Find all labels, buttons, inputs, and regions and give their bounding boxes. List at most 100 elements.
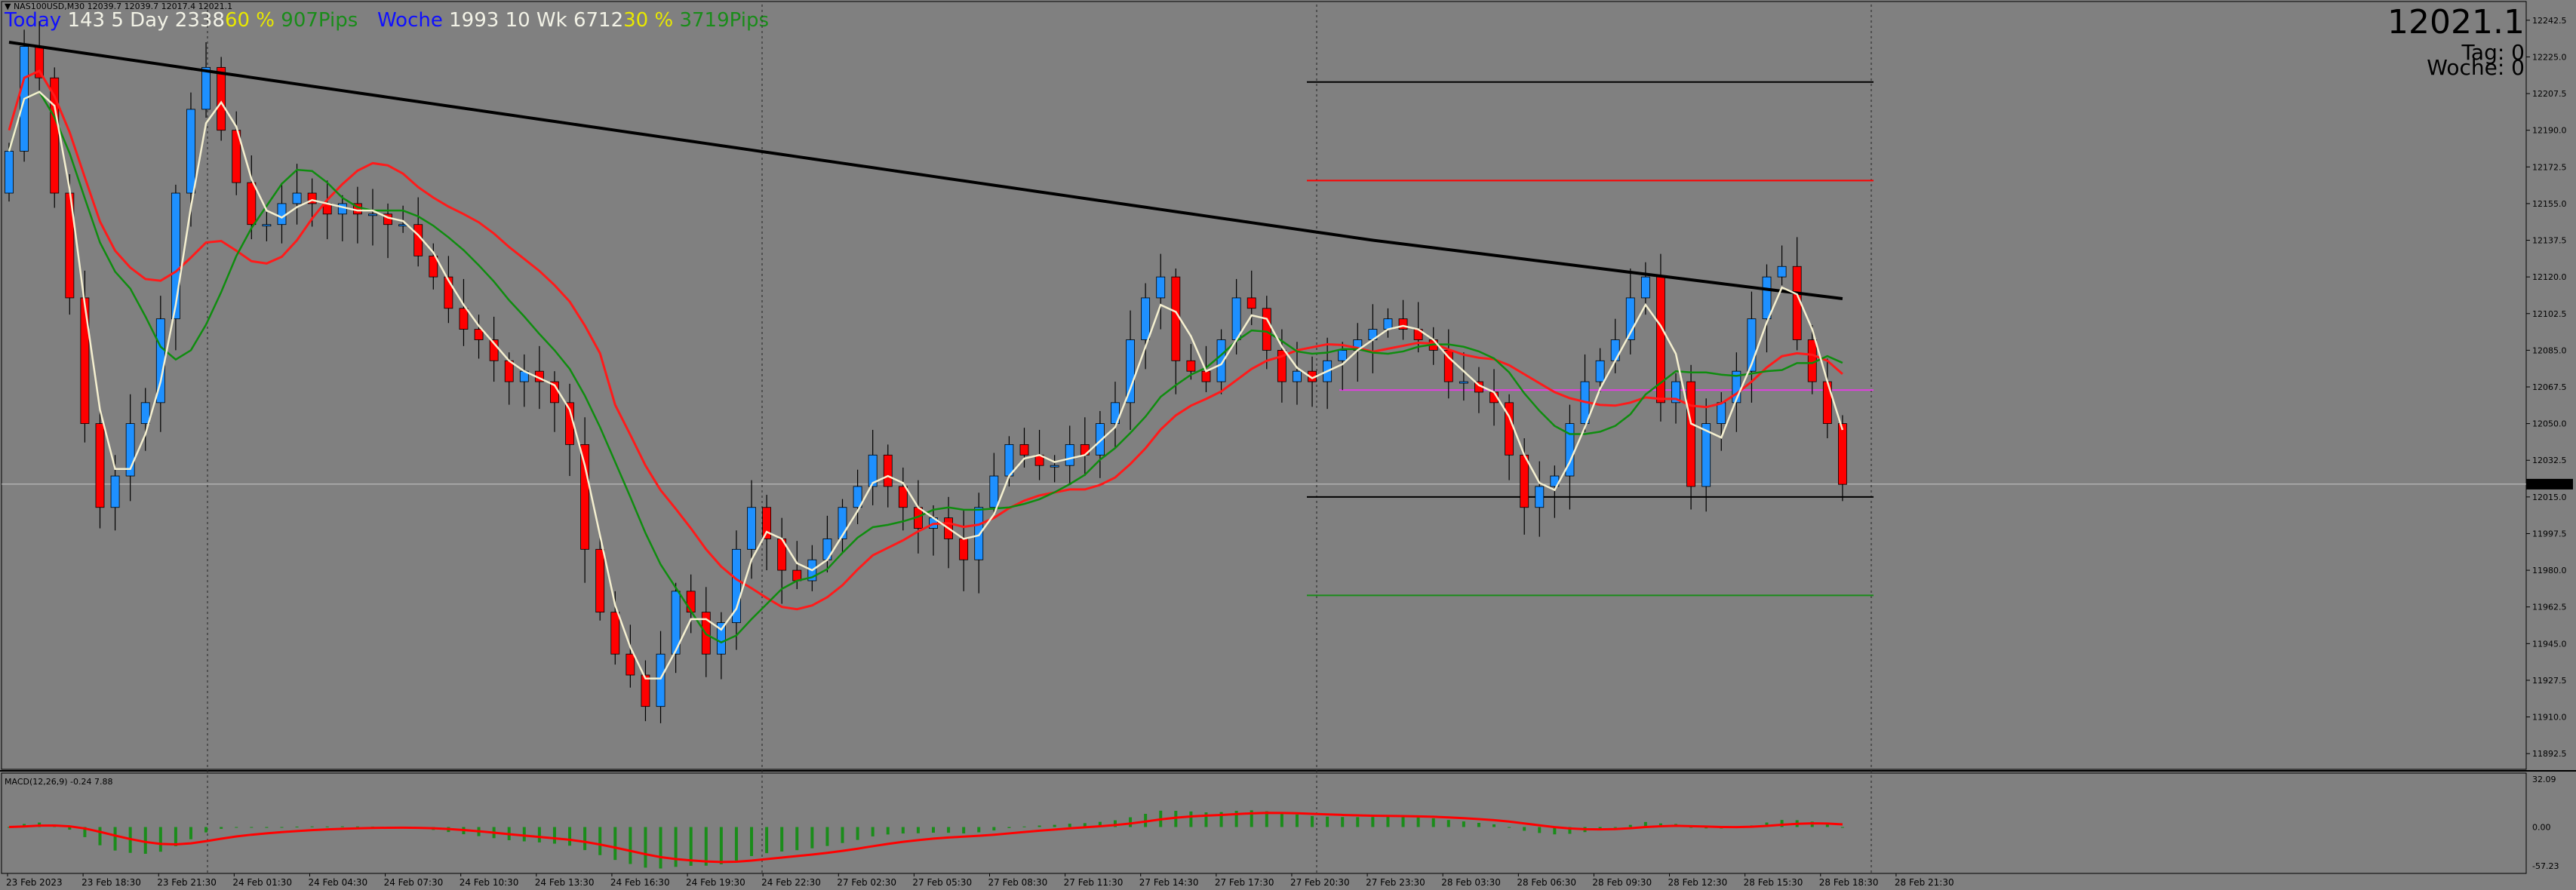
candle-bull (110, 475, 120, 508)
macd-tick-label: -57.23 (2532, 861, 2559, 871)
macd-histogram-bar (1326, 816, 1329, 827)
macd-histogram-bar (1386, 816, 1390, 827)
y-tick-label: 12050.0 (2532, 419, 2567, 429)
macd-histogram-bar (568, 827, 572, 846)
macd-histogram-bar (1643, 821, 1647, 827)
x-tick-label: 28 Feb 18:30 (1819, 877, 1879, 888)
candle-bull (1065, 443, 1074, 466)
symbol-info: ▼ NAS100USD,M30 12039.7 12039.7 12017.4 … (5, 2, 233, 11)
macd-histogram-bar (1477, 822, 1480, 827)
y-tick-label: 12085.0 (2532, 345, 2567, 355)
candle-bull (853, 486, 862, 508)
macd-histogram-bar (1492, 824, 1496, 827)
today-unit: Pips (318, 9, 358, 32)
macd-histogram-bar (1295, 814, 1299, 827)
candle-bull (186, 109, 195, 194)
candle-bull (1459, 381, 1468, 384)
candle-bull (716, 622, 726, 655)
macd-histogram-bar (8, 827, 11, 828)
x-tick-label: 27 Feb 02:30 (837, 877, 896, 888)
woche-v3: 30 % (623, 9, 674, 32)
macd-histogram-bar (1129, 817, 1133, 827)
y-tick-label: 12190.0 (2532, 126, 2567, 136)
woche-label: Woche (377, 9, 443, 32)
macd-histogram-bar (1780, 820, 1784, 827)
hud-today: Today 143 5 Day 233860 % 907Pips (5, 9, 358, 32)
candle-bear (610, 612, 620, 655)
candle-bear (580, 443, 590, 550)
y-tick-label: 11892.5 (2532, 749, 2567, 759)
candle-bull (838, 507, 847, 539)
x-tick-label: 24 Feb 19:30 (686, 877, 745, 888)
y-tick-label: 12137.5 (2532, 236, 2567, 246)
woche-v4: 3719 (679, 9, 730, 32)
candle-bull (1156, 276, 1166, 299)
macd-histogram-bar (280, 827, 284, 828)
macd-histogram-bar (1628, 824, 1632, 827)
current-price-tag-bg (2526, 478, 2573, 490)
candle-bull (125, 423, 135, 477)
macd-histogram-bar (1356, 817, 1360, 827)
candle-bear (429, 255, 438, 278)
candle-bull (1141, 297, 1151, 340)
y-tick-label: 11945.0 (2532, 639, 2567, 649)
macd-histogram-bar (265, 827, 269, 828)
macd-histogram-bar (189, 827, 192, 839)
macd-histogram-bar (1098, 821, 1102, 827)
macd-histogram-bar (916, 827, 920, 833)
macd-histogram-bar (704, 827, 708, 866)
macd-histogram-bar (1204, 812, 1208, 827)
macd-histogram-bar (1431, 818, 1435, 827)
candle-bull (974, 507, 984, 560)
candle-bear (686, 591, 696, 613)
macd-histogram-bar (765, 827, 769, 854)
macd-histogram-bar (1689, 827, 1693, 828)
macd-histogram-bar (734, 827, 738, 861)
today-v3: 60 % (224, 9, 275, 32)
macd-histogram-bar (1053, 824, 1056, 827)
macd-histogram-bar (1083, 823, 1087, 827)
x-tick-label: 28 Feb 21:30 (1895, 877, 1954, 888)
y-tick-label: 11962.5 (2532, 603, 2567, 612)
macd-histogram-bar (644, 827, 647, 868)
macd-histogram-bar (1401, 817, 1405, 827)
macd-tick-label: 0.00 (2532, 823, 2551, 833)
macd-histogram-bar (1219, 812, 1223, 827)
macd-pane-frame (1, 772, 2527, 874)
x-tick-label: 27 Feb 14:30 (1139, 877, 1199, 888)
y-tick-label: 12155.0 (2532, 199, 2567, 209)
candle-bull (368, 213, 377, 216)
today-v2: 2338 (174, 9, 225, 32)
macd-histogram-bar (204, 827, 208, 833)
macd-histogram-bar (158, 827, 162, 852)
tag-counter: Tag: 0 (2461, 40, 2525, 65)
candle-bear (641, 674, 650, 707)
macd-histogram-bar (68, 827, 72, 830)
candle-bull (292, 192, 302, 204)
macd-histogram-bar (1523, 827, 1526, 831)
macd-histogram-bar (856, 827, 859, 840)
macd-histogram-bar (1068, 824, 1071, 827)
macd-histogram-bar (1341, 817, 1345, 827)
x-tick-label: 27 Feb 23:30 (1366, 877, 1425, 888)
candle-bull (1050, 465, 1059, 468)
candle-bull (1762, 276, 1772, 320)
x-tick-label: 27 Feb 20:30 (1290, 877, 1350, 888)
candle-bull (1111, 402, 1120, 425)
macd-histogram-bar (689, 827, 693, 866)
candle-bear (1837, 423, 1847, 485)
macd-histogram-bar (1189, 811, 1193, 827)
y-tick-label: 11980.0 (2532, 566, 2567, 575)
macd-histogram-bar (674, 827, 678, 867)
x-tick-label: 24 Feb 04:30 (308, 877, 367, 888)
macd-histogram-bar (1613, 827, 1617, 828)
macd-histogram-bar (1765, 822, 1769, 827)
macd-histogram-bar (1508, 827, 1511, 828)
candle-bull (1777, 265, 1787, 278)
candle-bear (50, 77, 60, 194)
macd-tick-label: 32.09 (2532, 775, 2556, 784)
x-tick-label: 23 Feb 2023 (6, 877, 63, 888)
candle-bull (1671, 381, 1680, 404)
macd-histogram-bar (795, 827, 799, 851)
